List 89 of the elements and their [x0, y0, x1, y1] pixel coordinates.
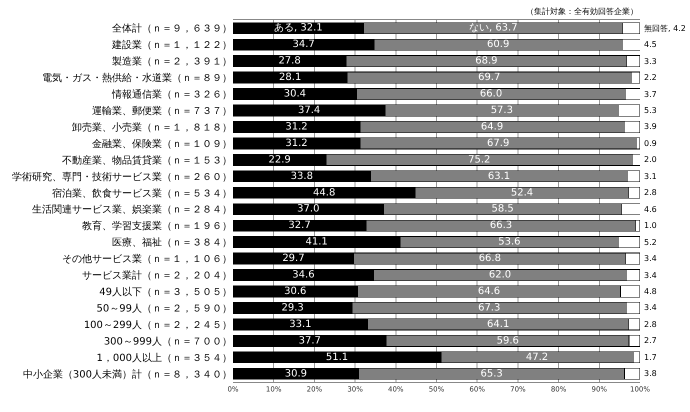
y-tick-label: サービス業計（ｎ＝２，２０４） — [82, 270, 232, 282]
data-label: 66.8 — [478, 253, 501, 264]
data-label: 33.1 — [289, 318, 312, 330]
data-label: 2.8 — [644, 188, 657, 197]
data-label: 2.0 — [644, 155, 657, 164]
data-label: 30.9 — [284, 368, 308, 380]
data-label: 64.9 — [480, 121, 504, 132]
data-label: 2.2 — [644, 73, 657, 82]
y-tick-label: その他サービス業（ｎ＝１，１０６） — [62, 253, 232, 266]
y-tick-label: 50～99人（ｎ＝２，５９０） — [96, 303, 232, 314]
text: ある, 32.1 — [274, 22, 323, 34]
data-label: 0.9 — [644, 139, 657, 148]
data-label: 63.1 — [488, 170, 510, 182]
data-label: 34.7 — [292, 39, 315, 50]
y-tick-label: 中小企業（300人未満）計（ｎ＝８，３４０） — [22, 368, 232, 380]
data-label: 37.0 — [297, 204, 320, 215]
data-label: 64.1 — [487, 318, 510, 330]
data-label: 51.1 — [326, 352, 348, 363]
y-tick-label: 学術研究、専門・技術サービス業（ｎ＝２６０） — [12, 170, 232, 183]
data-label: 27.8 — [278, 56, 301, 67]
data-label: 32.7 — [288, 220, 311, 232]
data-label: 69.7 — [478, 72, 500, 84]
data-label: 33.8 — [290, 170, 313, 182]
data-label: 3.9 — [644, 122, 657, 131]
data-label: 62.0 — [488, 270, 512, 281]
data-label: 31.2 — [285, 138, 308, 149]
data-label: 3.3 — [644, 57, 657, 66]
y-tick-label: 不動産業、物品賃貸業（ｎ＝１５３） — [62, 154, 232, 166]
data-label: 30.6 — [284, 286, 306, 297]
y-tick-label: 100～299人（ｎ＝２，２４５） — [84, 320, 232, 331]
y-tick-label: 1，000人以上（ｎ＝３５４） — [96, 352, 232, 364]
data-label: 4.6 — [644, 205, 657, 214]
data-label: 37.7 — [298, 335, 321, 346]
data-label: 34.6 — [292, 270, 315, 281]
data-label: 60.9 — [487, 39, 510, 50]
data-label: 29.7 — [282, 253, 305, 264]
data-label: 65.3 — [480, 368, 503, 380]
y-tick-label: 情報通信業（ｎ＝３２６） — [111, 88, 232, 101]
data-label: 53.6 — [498, 236, 520, 248]
data-label: 31.2 — [285, 121, 308, 132]
y-tick-label: 300～999人（ｎ＝７００） — [104, 336, 232, 348]
data-label: 64.6 — [478, 286, 500, 297]
data-label: 22.9 — [268, 154, 291, 166]
text: 無回答, 4.2 — [644, 24, 686, 33]
data-label: 4.8 — [644, 287, 657, 296]
data-label: 1.7 — [644, 353, 657, 362]
y-tick-label: 宿泊業、飲食サービス業（ｎ＝５３４） — [52, 187, 232, 200]
data-label: 1.0 — [644, 221, 657, 230]
data-label: 52.4 — [510, 187, 534, 198]
data-label: 3.1 — [644, 172, 657, 181]
y-tick-label: 製造業（ｎ＝２，３９１） — [112, 56, 232, 68]
text: （集計対象：全有効回答企業） — [526, 7, 638, 16]
data-label: 5.3 — [644, 106, 657, 115]
y-tick-label: 電気・ガス・熱供給・水道業（ｎ＝８９） — [42, 72, 232, 84]
y-tick-label: 生活関連サービス業、娯楽業（ｎ＝２８４） — [32, 204, 232, 216]
data-label: 28.1 — [279, 72, 302, 84]
data-label: 4.5 — [644, 40, 657, 49]
data-label: 30.4 — [284, 88, 306, 100]
y-tick-label: 49人以下（ｎ＝３，５０５） — [99, 286, 232, 298]
y-tick-label: 金融業、保険業（ｎ＝１０９） — [92, 138, 232, 150]
y-tick-label: 建設業（ｎ＝１，１２２） — [111, 39, 232, 52]
data-label: 44.8 — [313, 187, 336, 198]
data-label: 58.5 — [492, 204, 514, 215]
data-label: 3.8 — [644, 369, 657, 378]
data-label: 2.8 — [644, 320, 657, 329]
text: ない, 63.7 — [468, 22, 518, 34]
y-tick-label: 教育、学習支援業（ｎ＝１９６） — [82, 220, 232, 232]
data-label: 59.6 — [496, 335, 519, 346]
y-tick-label: 全体計（ｎ＝９，６３９） — [112, 22, 232, 35]
data-label: 57.3 — [490, 105, 513, 116]
data-label: 37.4 — [298, 105, 320, 116]
y-tick-label: 医療、福祉（ｎ＝３８４） — [112, 236, 232, 249]
data-label: 75.2 — [468, 154, 490, 166]
data-label: 68.9 — [475, 56, 498, 67]
data-label: 3.4 — [644, 303, 657, 312]
data-label: 3.7 — [644, 90, 657, 99]
data-label: 3.4 — [644, 271, 657, 280]
y-tick-label: 卸売業、小売業（ｎ＝１，８１８） — [72, 121, 232, 134]
data-label: 41.1 — [306, 236, 328, 248]
data-label: 29.3 — [281, 302, 304, 314]
y-tick-label: 運輸業、郵便業（ｎ＝７３７） — [92, 105, 232, 117]
data-label: 3.4 — [644, 254, 657, 263]
data-label: 66.3 — [490, 220, 512, 232]
data-label: 67.9 — [487, 138, 510, 149]
data-label: 47.2 — [526, 352, 548, 363]
data-label: 67.3 — [478, 302, 500, 314]
data-label: 66.0 — [480, 88, 502, 100]
data-label: 2.7 — [644, 336, 657, 345]
data-label: 5.2 — [644, 238, 657, 247]
